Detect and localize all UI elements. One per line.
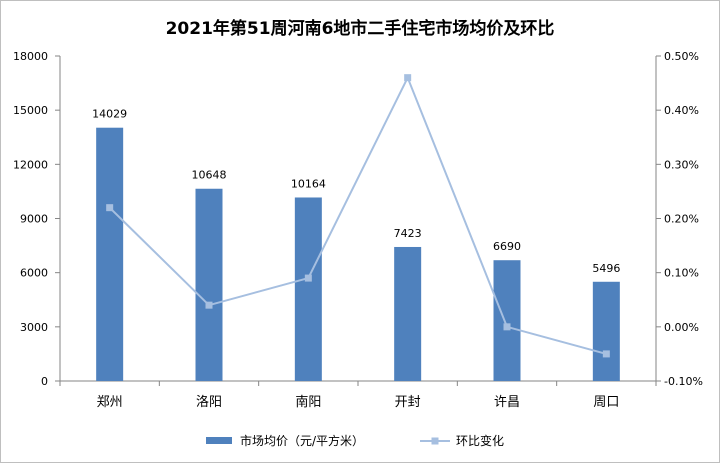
- left-axis-tick-label: 12000: [13, 158, 48, 171]
- bar: [493, 260, 521, 381]
- left-axis-tick-label: 6000: [20, 267, 48, 280]
- line-point: [404, 74, 412, 82]
- legend-line-marker: [431, 437, 439, 445]
- line-point: [503, 323, 511, 331]
- bar-series: [96, 127, 620, 381]
- right-axis-tick-label: 0.10%: [664, 267, 699, 280]
- bar: [96, 127, 124, 381]
- right-axis-tick-label: 0.30%: [664, 158, 699, 171]
- bar-data-label: 14029: [92, 108, 127, 121]
- x-axis-category-label: 开封: [395, 395, 421, 410]
- chart-axes: 0 3000 6000 9000 12000 15000 18000 -0.10% 0.00% 0…: [13, 50, 703, 410]
- right-axis-tick-label: -0.10%: [664, 375, 703, 388]
- bar: [294, 197, 322, 381]
- legend-bar-label: 市场均价（元/平方米）: [240, 433, 364, 448]
- left-axis-tick-label: 0: [41, 375, 48, 388]
- line-series: [106, 74, 610, 358]
- line-path: [108, 75, 607, 355]
- right-axis-tick-label: 0.50%: [664, 50, 699, 63]
- legend: 市场均价（元/平方米） 环比变化: [206, 433, 504, 448]
- bar-data-label: 10164: [291, 177, 326, 190]
- left-axis-tick-label: 9000: [20, 213, 48, 226]
- x-axis-category-label: 许昌: [494, 395, 520, 410]
- bar-data-label: 5496: [592, 262, 620, 275]
- line-point: [205, 301, 213, 309]
- data-labels: 14029 10648 10164 7423 6690 5496: [92, 108, 620, 275]
- bar: [195, 188, 223, 381]
- bar-data-label: 10648: [192, 169, 227, 182]
- right-axis-tick-label: 0.20%: [664, 213, 699, 226]
- right-axis-tick-label: 0.40%: [664, 104, 699, 117]
- x-axis-category-label: 南阳: [295, 394, 321, 410]
- line-point: [106, 204, 114, 212]
- right-axis-tick-label: 0.00%: [664, 321, 699, 334]
- bar-data-label: 6690: [493, 240, 521, 253]
- left-axis-tick-label: 15000: [13, 104, 48, 117]
- bar: [394, 246, 422, 381]
- legend-bar-swatch: [206, 437, 232, 444]
- x-axis-category-label: 郑州: [97, 395, 123, 410]
- chart-title: 2021年第51周河南6地市二手住宅市场均价及环比: [165, 19, 555, 39]
- x-axis-category-label: 周口: [593, 395, 619, 410]
- left-axis-tick-label: 3000: [20, 321, 48, 334]
- left-axis-tick-label: 18000: [13, 50, 48, 63]
- bar-data-label: 7423: [394, 227, 422, 240]
- x-axis-category-label: 洛阳: [196, 395, 222, 410]
- legend-line-label: 环比变化: [456, 433, 504, 448]
- line-point: [602, 350, 610, 358]
- bar: [592, 281, 620, 381]
- line-point: [304, 274, 312, 282]
